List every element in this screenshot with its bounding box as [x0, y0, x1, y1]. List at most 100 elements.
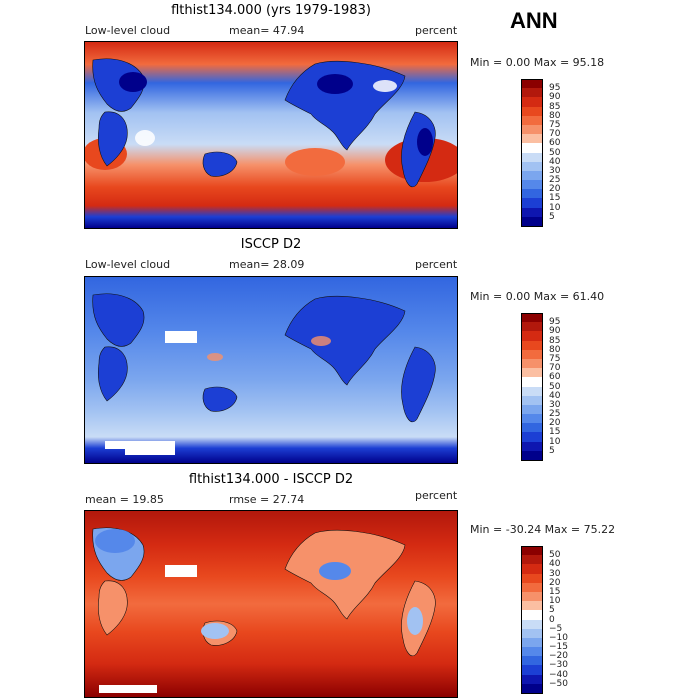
panel-1-map — [84, 41, 458, 229]
colorbar-swatch — [521, 591, 543, 602]
colorbar-level-label: 25 — [549, 175, 561, 186]
colorbar-swatch — [521, 79, 543, 89]
colorbar-swatch — [521, 610, 543, 620]
colorbar-swatch — [521, 152, 543, 163]
colorbar-swatch — [521, 656, 543, 666]
colorbar-level-label: 80 — [549, 344, 561, 355]
colorbar-level-label: 95 — [549, 317, 561, 328]
colorbar-swatch — [521, 573, 543, 584]
colorbar-swatch — [521, 665, 543, 676]
colorbar-swatch — [521, 106, 543, 117]
colorbar-level-label: 50 — [549, 550, 561, 561]
panel-3-title: flthist134.000 - ISCCP D2 — [188, 472, 354, 487]
panel-1-title: flthist134.000 (yrs 1979-1983) — [171, 3, 371, 18]
colorbar-swatch — [521, 619, 543, 630]
colorbar-swatch — [521, 115, 543, 126]
colorbar-level-label: 85 — [549, 335, 561, 346]
panel-1-colorbar: 95 90 85 80 75 70 60 50 40 30 25 20 15 10 5 — [521, 79, 601, 227]
colorbar-swatch — [521, 198, 543, 209]
colorbar-level-label: 40 — [549, 390, 561, 401]
colorbar-swatch — [521, 404, 543, 415]
colorbar-swatch — [521, 180, 543, 190]
colorbar-level-label: 50 — [549, 147, 561, 158]
colorbar-swatch — [521, 88, 543, 98]
colorbar-level-label: 15 — [549, 586, 561, 597]
colorbar-swatch — [521, 546, 543, 556]
colorbar-level-label: 30 — [549, 399, 561, 410]
panel-3-map — [84, 510, 458, 698]
panel-3-minmax: Min = -30.24 Max = 75.22 — [470, 523, 616, 536]
colorbar-swatch — [521, 207, 543, 218]
colorbar-level-label: 60 — [549, 372, 561, 383]
colorbar-swatch — [521, 386, 543, 397]
colorbar-swatch — [521, 601, 543, 611]
colorbar-swatch — [521, 628, 543, 639]
panel-3-units: percent — [415, 489, 458, 502]
colorbar-swatch — [521, 647, 543, 657]
colorbar-level-label: −20 — [549, 651, 568, 662]
colorbar-swatch — [521, 143, 543, 153]
colorbar-level-label: 0 — [549, 614, 555, 625]
colorbar-level-label: −30 — [549, 660, 568, 671]
colorbar-level-label: −15 — [549, 642, 568, 653]
colorbar-level-label: 90 — [549, 92, 561, 103]
colorbar-swatch — [521, 134, 543, 144]
colorbar-level-label: 50 — [549, 381, 561, 392]
colorbar-swatch — [521, 683, 543, 694]
colorbar-swatch — [521, 564, 543, 575]
colorbar-level-label: 20 — [549, 418, 561, 429]
colorbar-swatch — [521, 322, 543, 332]
colorbar-swatch — [521, 441, 543, 452]
panel-2-title: ISCCP D2 — [240, 237, 302, 252]
panel-2-field-label: Low-level cloud — [85, 258, 171, 271]
colorbar-level-label: 60 — [549, 138, 561, 149]
panel-2-map — [84, 276, 458, 464]
colorbar-swatch — [521, 368, 543, 378]
colorbar-swatch — [521, 340, 543, 351]
colorbar-level-label: 90 — [549, 326, 561, 337]
colorbar-swatch — [521, 395, 543, 406]
panel-3-mean: mean = 19.85 — [85, 493, 164, 506]
colorbar-swatch — [521, 377, 543, 387]
colorbar-level-label: 10 — [549, 596, 561, 607]
panel-3-colorbar: 50 40 30 20 15 10 5 0 −5 −10 −15 −20 −30 −40 −50 — [521, 546, 601, 694]
colorbar-level-label: 95 — [549, 83, 561, 94]
colorbar-swatch — [521, 637, 543, 648]
colorbar-level-label: 40 — [549, 156, 561, 167]
panel-2-minmax: Min = 0.00 Max = 61.40 — [470, 290, 605, 303]
panel-2-units: percent — [415, 258, 458, 271]
colorbar-swatch — [521, 423, 543, 433]
colorbar-swatch — [521, 313, 543, 323]
panel-2-colorbar: 95 90 85 80 75 70 60 50 40 30 25 20 15 10 5 — [521, 313, 601, 461]
colorbar-swatch — [521, 97, 543, 108]
colorbar-swatch — [521, 349, 543, 360]
colorbar-swatch — [521, 331, 543, 342]
panel-1-mean: mean= 47.94 — [229, 24, 305, 37]
panel-2-mean: mean= 28.09 — [229, 258, 305, 271]
colorbar-swatch — [521, 450, 543, 461]
season-label: ANN — [510, 8, 558, 33]
colorbar-level-label: 75 — [549, 353, 561, 364]
colorbar-level-label: 15 — [549, 427, 561, 438]
colorbar-level-label: 10 — [549, 436, 561, 447]
colorbar-level-label: 70 — [549, 363, 561, 374]
colorbar-level-label: −40 — [549, 669, 568, 680]
colorbar-level-label: 75 — [549, 119, 561, 130]
colorbar-level-label: 40 — [549, 559, 561, 570]
panel-3-rmse: rmse = 27.74 — [229, 493, 305, 506]
colorbar-level-label: 20 — [549, 577, 561, 588]
colorbar-level-label: 30 — [549, 165, 561, 176]
colorbar-swatch — [521, 414, 543, 424]
colorbar-swatch — [521, 358, 543, 369]
colorbar-level-label: 30 — [549, 568, 561, 579]
panel-1-units: percent — [415, 24, 458, 37]
colorbar-level-label: 15 — [549, 193, 561, 204]
panel-1-field-label: Low-level cloud — [85, 24, 171, 37]
colorbar-level-label: 70 — [549, 129, 561, 140]
colorbar-swatch — [521, 124, 543, 135]
colorbar-swatch — [521, 555, 543, 565]
colorbar-level-label: 5 — [549, 605, 555, 616]
colorbar-level-label: −5 — [549, 623, 563, 634]
colorbar-swatch — [521, 161, 543, 172]
colorbar-level-label: 25 — [549, 409, 561, 420]
